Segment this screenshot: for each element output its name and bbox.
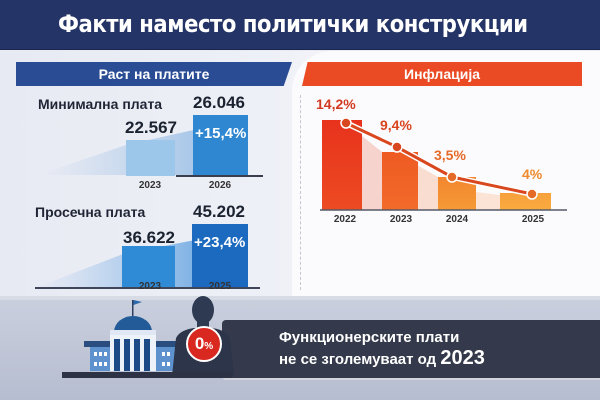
wages-banner-title: Раст на платите: [98, 66, 210, 82]
inflation-label-2022: 14,2%: [316, 96, 356, 112]
inflation-label-2023: 9,4%: [380, 117, 412, 133]
zero-percent-badge: 0%: [186, 326, 222, 362]
inflation-year-2023: 2023: [389, 214, 413, 225]
footer-divider: [0, 296, 600, 302]
minimum-wage-bar-2026: [193, 115, 248, 176]
average-wage-before-value: 36.622: [123, 228, 175, 247]
average-wage-bar-2025: [192, 224, 248, 288]
minimum-wage-year-before: 2023: [138, 180, 162, 191]
inflation-label-2025: 4%: [522, 166, 543, 182]
inflation-bar-2022: [322, 120, 362, 210]
minimum-wage-label: Минимална плата: [38, 96, 163, 112]
minimum-wage-before-value: 22.567: [125, 118, 177, 137]
inflation-banner-title: Инфлација: [404, 66, 480, 82]
zero-percent-unit: %: [204, 341, 214, 352]
inflation-label-2024: 3,5%: [434, 147, 466, 163]
average-wage-year-before: 2023: [138, 281, 162, 292]
minimum-wage-bar-2023: [126, 140, 175, 176]
average-wage-bar-2023: [122, 246, 175, 288]
parliament-building-icon: [84, 300, 180, 371]
inflation-year-2025: 2025: [521, 214, 545, 225]
officials-salary-line2: не се зголемуваат од 2023: [279, 347, 485, 370]
zero-percent-value: 0: [194, 334, 205, 353]
average-wage-growth: +23,4%: [194, 234, 246, 251]
minimum-wage-growth: +15,4%: [195, 125, 247, 142]
minimum-wage-year-after: 2026: [208, 180, 232, 191]
officials-salary-year: 2023: [440, 347, 485, 369]
page-title: Факти наместо политички конструкции: [58, 10, 528, 38]
officials-salary-banner: Функционерските плати не се зголемуваат …: [222, 320, 600, 380]
average-wage-label: Просечна плата: [35, 204, 146, 220]
inflation-year-2022: 2022: [333, 214, 357, 225]
minimum-wage-after-value: 26.046: [193, 93, 245, 112]
ground-base: [62, 372, 232, 378]
wages-banner: Раст на платите: [16, 62, 292, 86]
inflation-bar-2023: [382, 152, 418, 210]
inflation-bar-2025: [500, 193, 551, 210]
inflation-chart: [320, 117, 567, 211]
divider: [300, 95, 301, 290]
average-wage-after-value: 45.202: [193, 202, 245, 221]
officials-salary-line2-text: не се зголемуваат од: [279, 351, 437, 368]
officials-salary-line1: Функционерските плати: [279, 329, 460, 346]
average-wage-axis: [35, 287, 260, 289]
header: Факти наместо политички конструкции: [0, 0, 600, 50]
minimum-wage-axis: [176, 175, 263, 177]
inflation-banner: Инфлација: [302, 62, 582, 86]
average-wage-year-after: 2025: [208, 281, 232, 292]
inflation-year-2024: 2024: [445, 214, 469, 225]
